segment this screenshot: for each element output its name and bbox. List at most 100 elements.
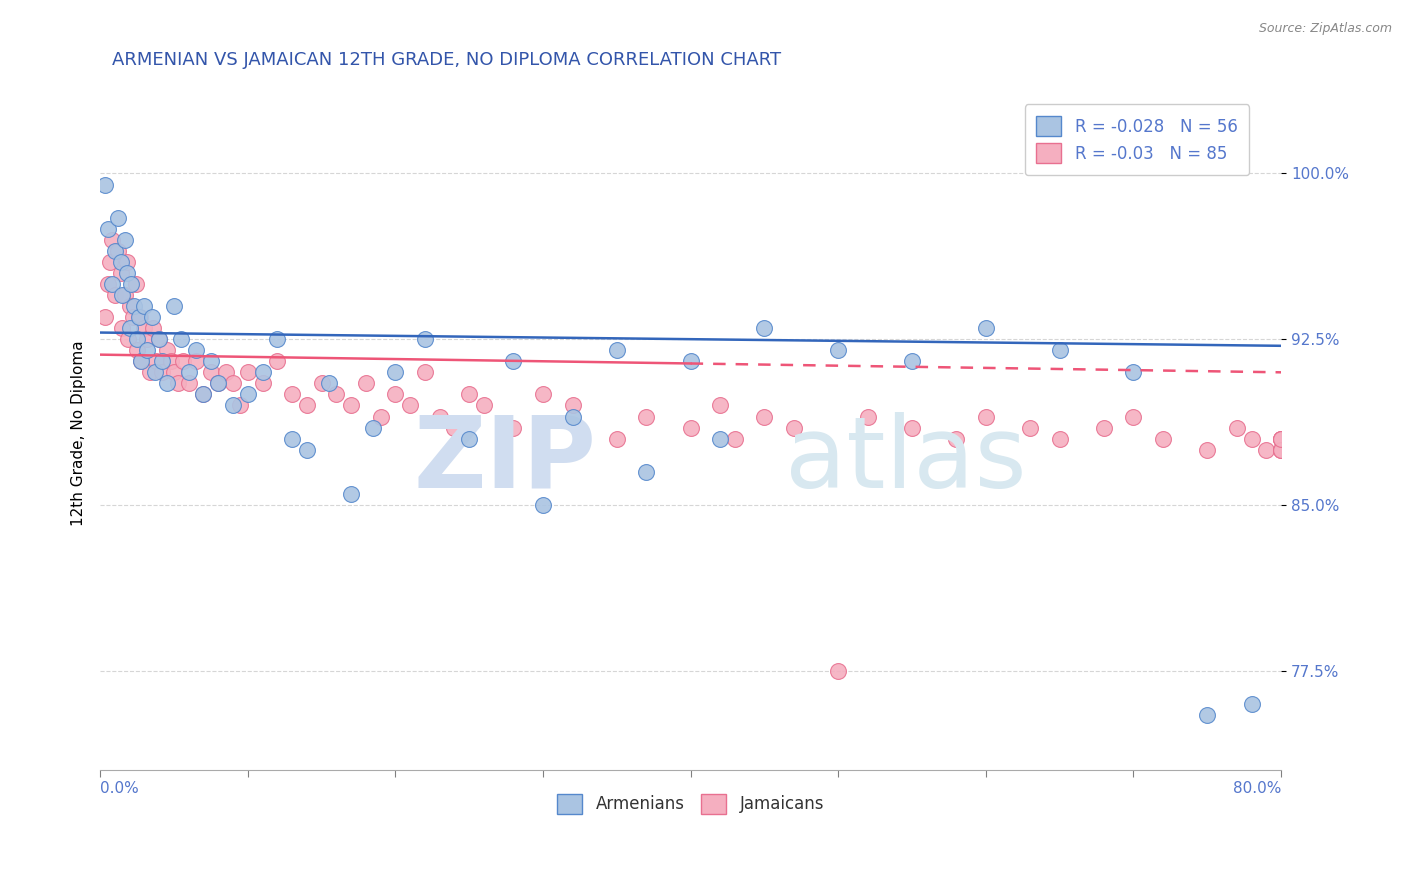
Point (150, 354, 173, 368)
Point (184, 354, 207, 368)
Point (1197, 442, 1219, 457)
Point (754, 321, 776, 335)
Point (1122, 409, 1144, 424)
Point (606, 343, 628, 358)
Point (606, 432, 628, 446)
Point (136, 343, 159, 358)
Point (160, 354, 183, 368)
Point (974, 409, 997, 424)
Point (1240, 697, 1263, 711)
Point (96, 221, 118, 235)
Point (709, 432, 731, 446)
Point (458, 432, 481, 446)
Point (139, 365, 162, 379)
Point (118, 299, 141, 313)
Point (502, 420, 524, 434)
Point (901, 420, 924, 434)
Point (163, 299, 186, 313)
Point (128, 310, 150, 324)
Point (200, 354, 222, 368)
Point (1049, 432, 1071, 446)
Point (184, 343, 207, 358)
Point (384, 387, 406, 401)
Point (110, 266, 132, 280)
Point (214, 365, 236, 379)
Point (193, 387, 215, 401)
Point (100, 255, 122, 269)
Point (167, 376, 190, 391)
Point (1049, 343, 1071, 358)
Point (117, 332, 139, 346)
Point (122, 299, 145, 313)
Point (177, 376, 200, 391)
Point (207, 376, 229, 391)
Point (1270, 442, 1292, 457)
Point (107, 244, 129, 258)
Point (1092, 420, 1115, 434)
Legend: Armenians, Jamaicans: Armenians, Jamaicans (548, 785, 832, 822)
Point (1152, 432, 1174, 446)
Point (1270, 432, 1292, 446)
Point (295, 442, 318, 457)
Text: atlas: atlas (785, 411, 1026, 508)
Point (118, 321, 141, 335)
Point (827, 343, 849, 358)
Point (200, 365, 222, 379)
Point (472, 399, 495, 413)
Point (101, 233, 124, 247)
Point (93, 178, 115, 192)
Point (124, 277, 146, 291)
Point (115, 255, 138, 269)
Point (107, 211, 129, 225)
Point (443, 420, 465, 434)
Point (281, 432, 304, 446)
Point (1019, 420, 1042, 434)
Point (114, 288, 136, 302)
Point (1270, 432, 1292, 446)
Point (229, 399, 252, 413)
Point (1270, 442, 1292, 457)
Point (143, 365, 166, 379)
Point (945, 432, 967, 446)
Point (384, 365, 406, 379)
Point (709, 399, 731, 413)
Point (148, 332, 170, 346)
Point (172, 354, 194, 368)
Point (125, 343, 148, 358)
Point (325, 387, 347, 401)
Point (340, 487, 363, 501)
Point (111, 321, 134, 335)
Point (1197, 707, 1219, 722)
Point (131, 354, 153, 368)
Point (93, 310, 115, 324)
Point (1256, 442, 1278, 457)
Point (281, 387, 304, 401)
Point (827, 664, 849, 678)
Point (142, 321, 165, 335)
Point (101, 277, 124, 291)
Point (136, 332, 159, 346)
Point (429, 409, 451, 424)
Point (163, 365, 186, 379)
Point (856, 409, 879, 424)
Point (120, 277, 142, 291)
Point (131, 354, 153, 368)
Point (295, 399, 318, 413)
Point (413, 365, 436, 379)
Point (266, 332, 288, 346)
Point (636, 465, 658, 479)
Point (177, 365, 200, 379)
Point (266, 354, 288, 368)
Point (134, 299, 156, 313)
Point (125, 332, 148, 346)
Point (679, 354, 702, 368)
Point (1226, 420, 1249, 434)
Point (207, 376, 229, 391)
Point (311, 376, 333, 391)
Point (236, 387, 259, 401)
Point (340, 399, 363, 413)
Point (413, 332, 436, 346)
Point (783, 420, 806, 434)
Text: ZIP: ZIP (413, 411, 596, 508)
Point (115, 266, 138, 280)
